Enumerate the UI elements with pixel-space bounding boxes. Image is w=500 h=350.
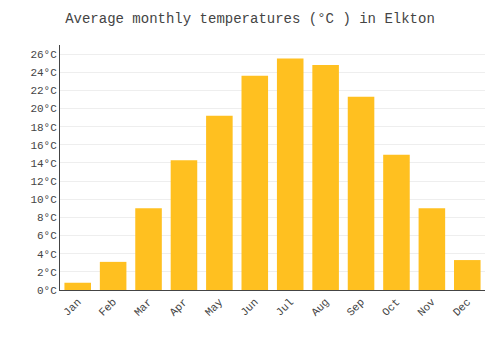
svg-text:24°C: 24°C <box>30 67 57 79</box>
svg-text:20°C: 20°C <box>30 103 57 115</box>
svg-text:Oct: Oct <box>380 296 402 318</box>
svg-text:Sep: Sep <box>345 296 367 318</box>
svg-text:4°C: 4°C <box>37 249 57 261</box>
svg-text:May: May <box>203 296 226 319</box>
svg-text:Jul: Jul <box>274 296 296 318</box>
svg-text:Feb: Feb <box>97 296 119 318</box>
svg-text:6°C: 6°C <box>37 230 57 242</box>
svg-text:12°C: 12°C <box>30 176 57 188</box>
svg-text:2°C: 2°C <box>37 267 57 279</box>
svg-text:14°C: 14°C <box>30 158 57 170</box>
svg-text:Dec: Dec <box>451 296 473 318</box>
svg-text:26°C: 26°C <box>30 49 57 61</box>
svg-text:16°C: 16°C <box>30 140 57 152</box>
svg-text:Jun: Jun <box>238 296 260 318</box>
svg-text:18°C: 18°C <box>30 122 57 134</box>
svg-text:Aug: Aug <box>309 296 331 318</box>
svg-text:Mar: Mar <box>132 296 154 318</box>
svg-text:0°C: 0°C <box>37 285 57 297</box>
svg-text:22°C: 22°C <box>30 85 57 97</box>
svg-text:8°C: 8°C <box>37 212 57 224</box>
svg-text:Jan: Jan <box>61 296 83 318</box>
svg-text:Apr: Apr <box>167 296 189 318</box>
svg-text:Average monthly temperatures (: Average monthly temperatures (°C ) in El… <box>65 11 435 27</box>
svg-text:Nov: Nov <box>415 296 438 319</box>
svg-text:10°C: 10°C <box>30 194 57 206</box>
